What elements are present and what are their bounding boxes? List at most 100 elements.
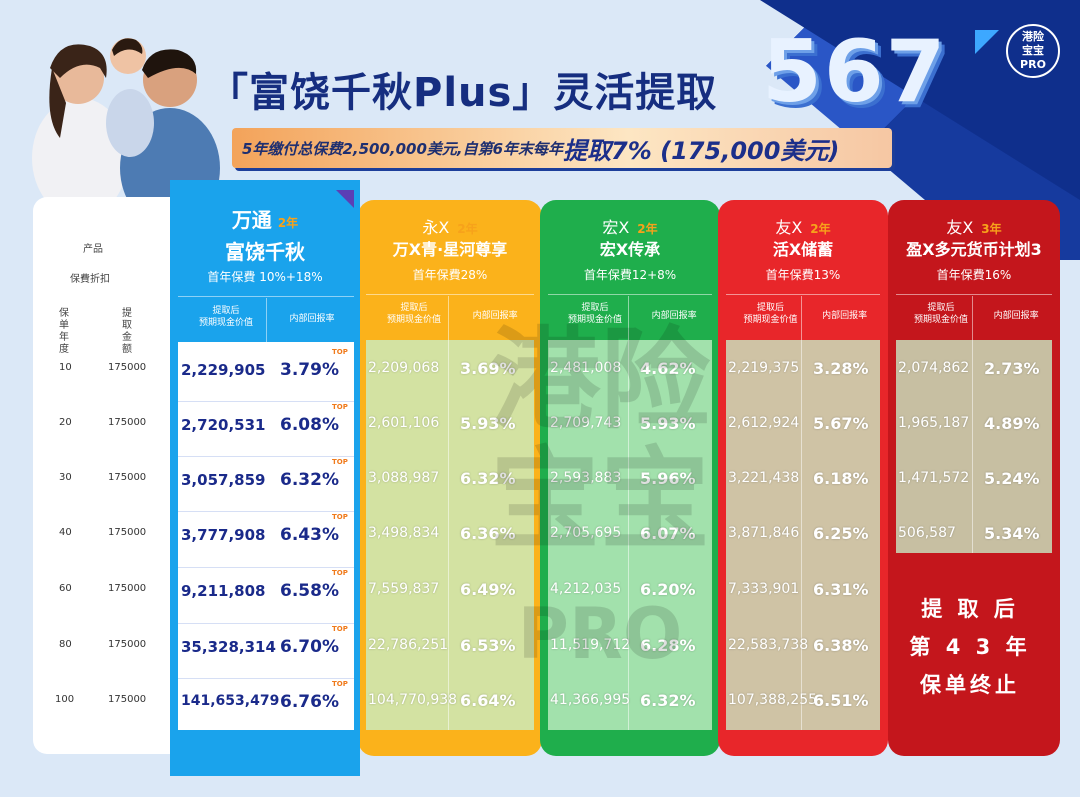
featured-header-divider [178,296,354,297]
competitor-cash-value: 7,333,901 [728,581,800,597]
competitor-irr: 6.38% [813,636,869,655]
featured-irr: 6.08% [280,415,339,435]
competitor-cash-value: 4,212,035 [550,581,622,597]
competitor-irr: 6.32% [640,691,696,710]
competitor-irr: 5.34% [984,524,1040,543]
competitor-cash-value: 2,209,068 [368,360,440,376]
featured-product-name: 富饶千秋 [225,240,305,264]
competitor-values-panel [896,340,1052,553]
competitor-irr: 6.07% [640,524,696,543]
row-withdraw-amount: 175000 [108,527,147,538]
competitor-col-cash-value-header: 提取后 预期现金价值 [386,303,441,325]
competitor-values-panel [726,340,880,730]
competitor-values-panel [548,340,712,730]
competitor-cash-value: 3,221,438 [728,470,800,486]
competitor-col-cash-value-header: 提取后 预期现金价值 [567,303,622,325]
row-policy-year: 10 [59,362,72,373]
row-policy-year: 60 [59,583,72,594]
competitor-cash-value: 2,074,862 [898,360,970,376]
competitor-irr: 5.67% [813,414,869,433]
top-badge: TOP [332,680,348,688]
row-policy-year: 80 [59,639,72,650]
withdraw-amount-label: 提取金额 [122,308,132,355]
competitor-irr: 6.25% [813,524,869,543]
competitor-cash-value: 2,593,883 [550,470,622,486]
competitor-column-divider [448,296,449,730]
competitor-company: 宏X 2年 [602,218,658,237]
competitor-header-divider [548,294,712,295]
competitor-irr: 6.36% [460,524,516,543]
featured-company: 万通 2年 [231,208,299,232]
family-photo [32,38,220,198]
product-label: 产品 [83,244,103,255]
competitor-product-name: 宏X传承 [599,240,661,259]
featured-row-divider [178,678,354,679]
competitor-column: 友X 2年 活X储蓄 首年保費13% 提取后 预期现金价值 内部回报率 2,219,375 3… [718,200,888,756]
competitor-col-cash-value-header: 提取后 预期现金价值 [743,303,798,325]
competitor-discount: 首年保費16% [936,268,1012,282]
competitor-years: 3年 [981,222,1002,236]
competitor-cash-value: 1,471,572 [898,470,970,486]
competitor-column: 宏X 2年 宏X传承 首年保費12+8% 提取后 预期现金价值 内部回报率 2,481,00… [540,200,720,756]
top-badge: TOP [332,625,348,633]
featured-cash-value: 9,211,808 [181,582,266,600]
featured-cash-value: 2,229,905 [181,361,266,379]
competitor-header-divider [896,294,1052,295]
featured-discount: 首年保費 10%+18% [207,270,323,284]
competitor-irr: 6.53% [460,636,516,655]
top-badge: TOP [332,513,348,521]
row-withdraw-amount: 175000 [108,362,147,373]
featured-values-panel [178,342,354,730]
competitor-cash-value: 7,559,837 [368,581,440,597]
competitor-cash-value: 3,088,987 [368,470,440,486]
featured-col-irr-header: 内部回报率 [289,314,335,324]
competitor-irr: 6.20% [640,580,696,599]
logo-text-1: 港险 [1022,30,1044,43]
competitor-cash-value: 22,786,251 [368,637,449,653]
competitor-discount: 首年保費12+8% [583,268,677,282]
row-withdraw-amount: 175000 [108,639,147,650]
highlight-number: 567 [762,22,948,122]
subtitle-highlight: 提取7% (175,000美元) [563,136,840,165]
featured-cash-value: 35,328,314 [181,638,276,656]
top-badge: TOP [332,403,348,411]
competitor-discount: 首年保費28% [412,268,488,282]
competitor-irr: 3.28% [813,359,869,378]
competitor-irr: 6.28% [640,636,696,655]
competitor-irr: 3.69% [460,359,516,378]
featured-row-divider [178,511,354,512]
featured-cash-value: 3,777,908 [181,526,266,544]
competitor-company: 友X 2年 [775,218,831,237]
competitor-product-name: 万X青·星河尊享 [392,240,508,259]
competitor-irr: 5.93% [460,414,516,433]
competitor-cash-value: 104,770,938 [368,692,458,708]
competitor-column-divider [628,296,629,730]
top-badge: TOP [332,348,348,356]
competitor-cash-value: 41,366,995 [550,692,631,708]
competitor-col-cash-value-header: 提取后 预期现金价值 [913,303,968,325]
competitor-cash-value: 506,587 [898,525,956,541]
competitor-col-irr-header: 内部回报率 [472,311,518,321]
competitor-col-irr-header: 内部回报率 [993,311,1039,321]
row-label-panel [33,197,193,754]
featured-cash-value: 2,720,531 [181,416,266,434]
competitor-cash-value: 2,481,008 [550,360,622,376]
competitor-irr: 6.18% [813,469,869,488]
top-badge: TOP [332,458,348,466]
competitor-company: 永X 2年 [422,218,478,237]
competitor-cash-value: 22,583,738 [728,637,809,653]
subtitle-banner: 5年缴付总保费2,500,000美元,自第6年末每年 提取7% (175,000… [232,128,892,168]
policy-terminated-note: 提 取 后 第 4 3 年 保单终止 [909,597,1031,697]
subtitle-prefix: 5年缴付总保费2,500,000美元,自第6年末每年 [242,139,564,158]
logo-text-2: 宝宝 [1022,44,1044,57]
row-withdraw-amount: 175000 [108,583,147,594]
competitor-product-name: 活X储蓄 [772,240,834,259]
featured-irr: 6.32% [280,470,339,490]
featured-row-divider [178,567,354,568]
competitor-column-divider [801,296,802,730]
row-withdraw-amount: 175000 [108,694,147,705]
featured-corner-accent [336,190,354,208]
competitor-cash-value: 107,388,255 [728,692,818,708]
competitor-irr: 6.31% [813,580,869,599]
featured-years: 2年 [277,216,299,230]
